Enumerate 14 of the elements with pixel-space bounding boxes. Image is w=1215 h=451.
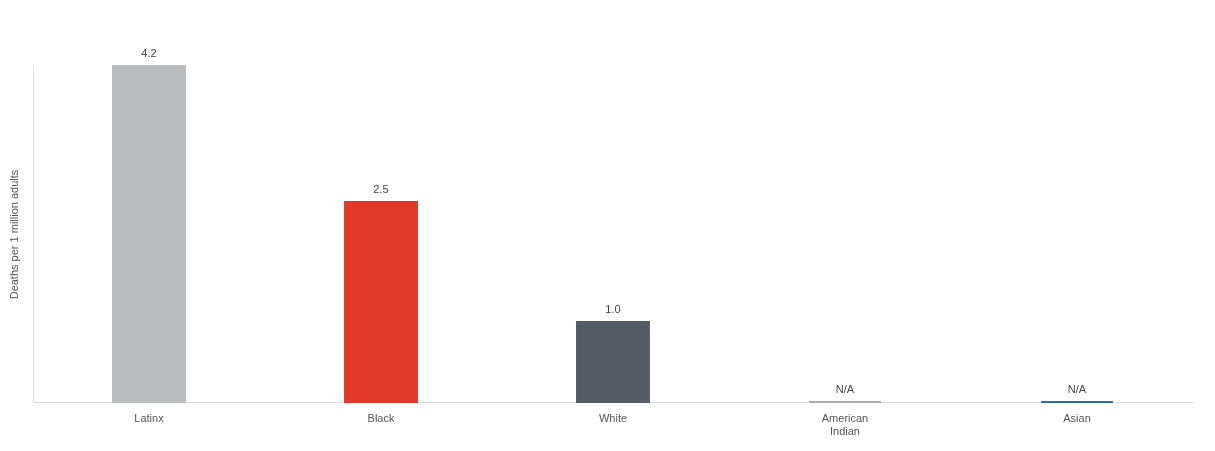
bar bbox=[576, 321, 650, 403]
bar bbox=[344, 201, 418, 403]
data-label: N/A bbox=[1067, 383, 1087, 395]
x-tick-label: Asian bbox=[1063, 411, 1091, 424]
data-label: 1.0 bbox=[605, 303, 621, 315]
x-tick-label: American Indian bbox=[821, 411, 869, 437]
x-tick-label: Latinx bbox=[134, 411, 165, 424]
y-axis-title: Deaths per 1 million adults bbox=[7, 169, 20, 300]
data-label: 2.5 bbox=[373, 183, 389, 195]
bar bbox=[112, 65, 186, 403]
x-tick-label: Black bbox=[367, 411, 395, 424]
data-label: N/A bbox=[835, 383, 855, 395]
x-tick-label: White bbox=[598, 411, 628, 424]
data-label: 4.2 bbox=[141, 47, 157, 59]
